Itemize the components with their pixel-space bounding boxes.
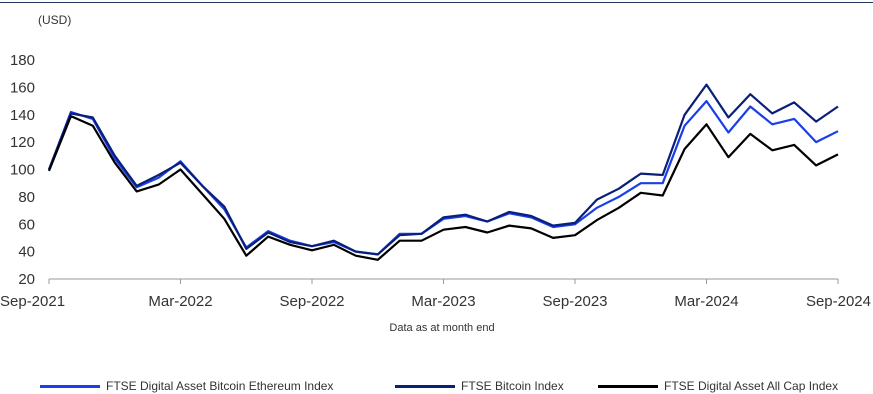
legend-label-bitcoin: FTSE Bitcoin Index: [461, 379, 564, 393]
legend-swatch-all-cap: [598, 384, 658, 388]
series-line-1: [47, 83, 839, 256]
y-tick-label: 160: [10, 79, 35, 96]
legend-swatch-bitcoin: [395, 384, 455, 388]
header-rule: [0, 2, 873, 3]
legend-item-btc-eth: FTSE Digital Asset Bitcoin Ethereum Inde…: [40, 378, 333, 394]
x-tick-label: Sep-2021: [0, 293, 65, 310]
legend-swatch-btc-eth: [40, 384, 100, 388]
x-axis-ticks: Sep-2021 Mar-2022 Sep-2022 Mar-2023 Sep-2023…: [0, 293, 871, 310]
series-line-0: [47, 99, 839, 256]
footnote: Data as at month end: [389, 322, 494, 334]
legend: FTSE Digital Asset Bitcoin Ethereum Inde…: [0, 378, 873, 394]
legend-item-bitcoin: FTSE Bitcoin Index: [395, 378, 564, 394]
x-tick-label: Sep-2024: [806, 293, 871, 310]
y-tick-label: 60: [18, 216, 35, 233]
x-tick-label: Sep-2022: [279, 293, 344, 310]
unit-label: (USD): [38, 13, 71, 27]
y-tick-label: 40: [18, 244, 35, 261]
y-tick-label: 140: [10, 107, 35, 124]
series-line-2: [47, 114, 839, 261]
line-chart: (USD) 20 40 60 80 100 120 140 160 180 Sep-2021 Ma…: [0, 13, 871, 334]
legend-label-btc-eth: FTSE Digital Asset Bitcoin Ethereum Inde…: [106, 379, 334, 393]
y-tick-label: 20: [18, 271, 35, 288]
x-tick-label: Mar-2024: [674, 293, 738, 310]
y-axis-ticks: 20 40 60 80 100 120 140 160 180: [10, 52, 35, 288]
x-tick-label: Sep-2023: [542, 293, 607, 310]
y-tick-label: 120: [10, 134, 35, 151]
legend-label-all-cap: FTSE Digital Asset All Cap Index: [664, 379, 839, 393]
series-lines: [47, 83, 839, 261]
x-tick-label: Mar-2023: [411, 293, 475, 310]
legend-item-all-cap: FTSE Digital Asset All Cap Index: [598, 378, 838, 394]
x-tick-label: Mar-2022: [148, 293, 212, 310]
y-tick-label: 80: [18, 189, 35, 206]
y-tick-label: 180: [10, 52, 35, 69]
y-tick-label: 100: [10, 162, 35, 179]
x-axis-tick-marks: [48, 279, 839, 284]
